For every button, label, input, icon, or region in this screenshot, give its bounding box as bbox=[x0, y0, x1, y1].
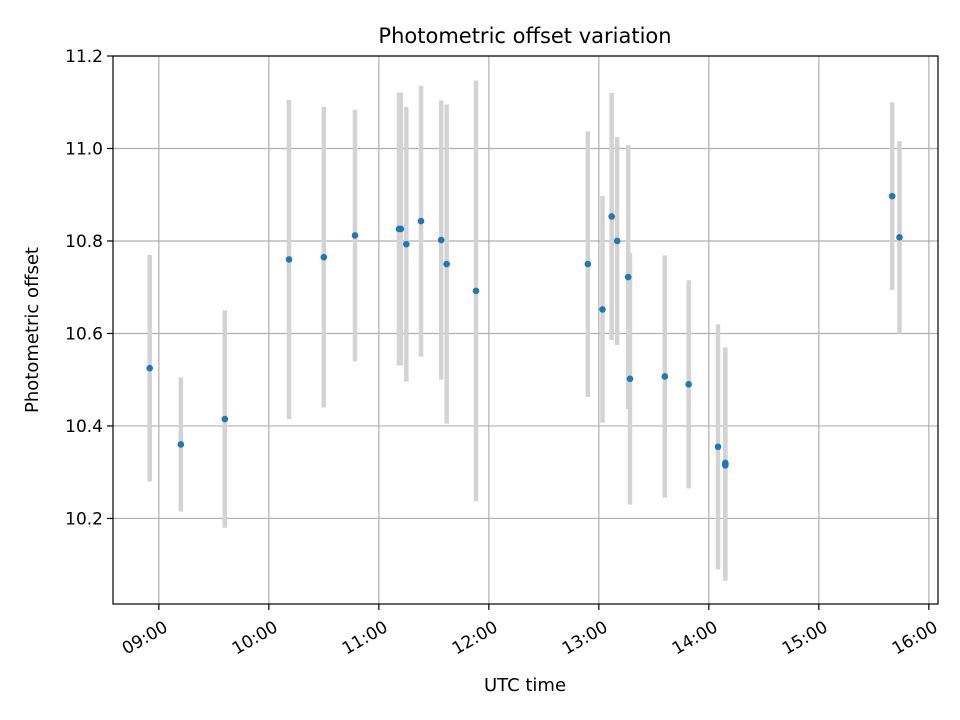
x-tick-label: 09:00 bbox=[119, 617, 171, 659]
y-tick-label: 11.0 bbox=[65, 139, 103, 159]
data-point bbox=[626, 375, 634, 383]
grid-layer bbox=[113, 55, 938, 604]
data-point bbox=[437, 236, 445, 244]
data-point bbox=[221, 415, 229, 423]
x-axis-label: UTC time bbox=[484, 675, 566, 696]
x-tick-label: 12:00 bbox=[449, 617, 501, 659]
data-point bbox=[613, 237, 621, 245]
y-tick-label: 10.8 bbox=[65, 232, 103, 252]
data-point bbox=[624, 273, 632, 281]
y-tick-label: 10.6 bbox=[65, 324, 103, 344]
chart-title: Photometric offset variation bbox=[378, 24, 671, 48]
data-point bbox=[285, 256, 293, 263]
data-point bbox=[608, 213, 615, 220]
data-point bbox=[351, 232, 359, 239]
point-layer bbox=[146, 192, 903, 469]
x-tick-label: 14:00 bbox=[669, 617, 721, 659]
x-tick-label: 11:00 bbox=[339, 617, 391, 659]
plot-frame bbox=[112, 55, 939, 605]
tick-layer: 09:00 10:00 11:00 12:00 13:00 14:00 15:00 16:00… bbox=[65, 47, 941, 659]
data-point bbox=[177, 441, 185, 448]
data-point bbox=[403, 240, 410, 248]
x-tick-label: 16:00 bbox=[889, 617, 941, 659]
data-point bbox=[722, 461, 729, 469]
data-point bbox=[472, 287, 480, 295]
data-point bbox=[584, 260, 592, 268]
data-point bbox=[417, 217, 425, 225]
data-point bbox=[896, 233, 903, 241]
data-point bbox=[599, 306, 606, 313]
y-tick-label: 11.2 bbox=[65, 47, 103, 67]
data-point bbox=[685, 381, 692, 388]
y-tick-label: 10.2 bbox=[65, 509, 103, 529]
y-tick-label: 10.4 bbox=[65, 417, 103, 437]
y-axis-label: Photometric offset bbox=[22, 247, 43, 413]
data-point bbox=[320, 253, 328, 261]
x-tick-label: 13:00 bbox=[559, 617, 611, 659]
errorbar-layer bbox=[147, 80, 902, 581]
x-tick-label: 15:00 bbox=[779, 617, 831, 659]
data-point bbox=[146, 364, 153, 372]
data-point bbox=[443, 260, 450, 268]
data-point bbox=[661, 373, 669, 380]
data-point bbox=[888, 192, 896, 200]
data-point bbox=[714, 443, 722, 451]
x-tick-label: 10:00 bbox=[229, 617, 281, 659]
data-point bbox=[397, 225, 405, 233]
